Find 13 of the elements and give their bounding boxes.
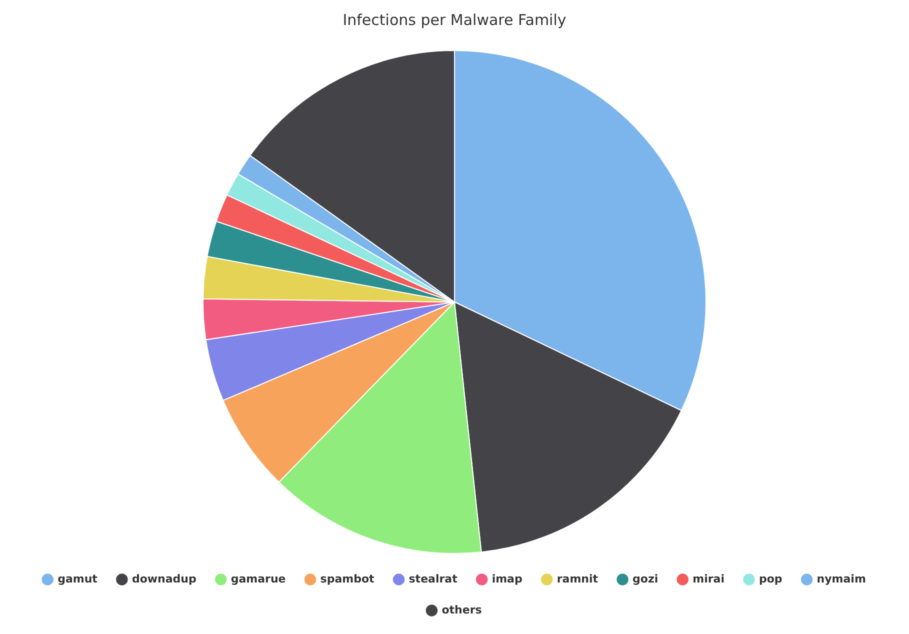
legend-label: imap: [492, 572, 522, 586]
legend-label: mirai: [692, 572, 724, 586]
legend-label: nymaim: [816, 572, 866, 586]
legend-label: gamarue: [230, 572, 286, 586]
legend-label: stealrat: [408, 572, 458, 586]
legend-label: gamut: [58, 572, 98, 586]
legend-label: downadup: [132, 572, 196, 586]
legend-label: pop: [758, 572, 782, 586]
legend-label: others: [442, 603, 482, 616]
chart-title: Infections per Malware Family: [342, 10, 566, 29]
legend-label: spambot: [320, 572, 374, 586]
legend-label: gozi: [632, 572, 658, 586]
legend-label: ramnit: [556, 572, 598, 586]
